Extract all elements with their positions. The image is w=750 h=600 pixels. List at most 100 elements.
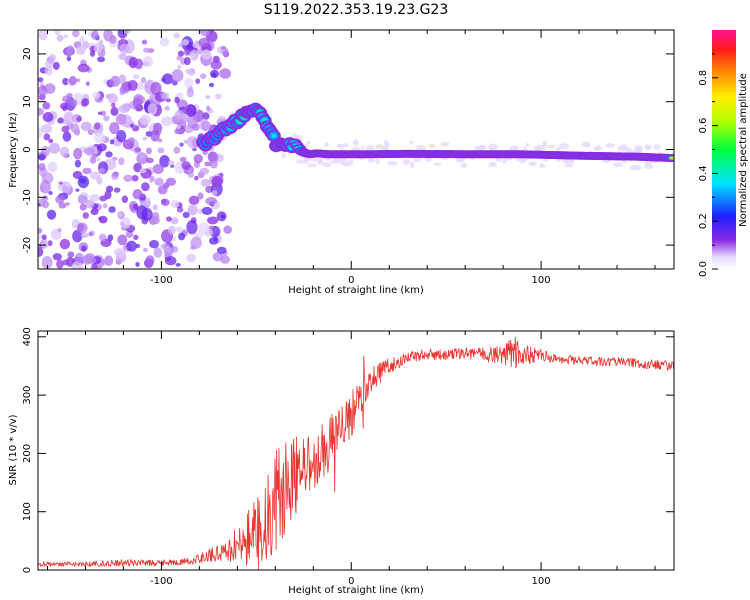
noise-blob	[201, 49, 212, 60]
noise-blob	[178, 232, 186, 241]
x-tick-label: 0	[348, 576, 354, 587]
noise-blob	[198, 208, 203, 214]
noise-blob	[104, 255, 114, 267]
noise-blob	[38, 30, 48, 41]
noise-blob	[183, 57, 191, 66]
noise-blob	[157, 185, 168, 195]
y-tick-label: 100	[22, 502, 33, 521]
noise-blob	[187, 204, 198, 216]
noise-blob	[44, 60, 54, 68]
noise-blob	[74, 252, 84, 264]
noise-blob	[209, 69, 219, 79]
noise-blob	[167, 225, 176, 235]
noise-blob	[140, 77, 146, 84]
noise-blob	[149, 239, 160, 249]
noise-blob	[525, 143, 530, 147]
noise-blob	[105, 151, 113, 158]
noise-blob	[182, 211, 190, 219]
noise-blob	[629, 165, 637, 171]
noise-blob	[479, 144, 487, 151]
noise-blob	[91, 153, 98, 159]
noise-blob	[538, 163, 546, 168]
noise-blob	[134, 58, 143, 70]
noise-blob	[223, 225, 232, 234]
noise-blob	[433, 162, 442, 166]
noise-blob	[80, 121, 92, 132]
noise-blob	[133, 234, 139, 241]
noise-blob	[188, 195, 200, 206]
noise-blob	[38, 153, 46, 161]
noise-blob	[322, 162, 332, 168]
noise-blob	[281, 152, 286, 159]
noise-blob	[81, 98, 90, 107]
noise-blob	[42, 111, 54, 123]
colorbar-tick-label: 0.0	[698, 261, 709, 277]
noise-blob	[141, 182, 150, 192]
noise-blob	[139, 168, 147, 174]
noise-blob	[125, 231, 134, 238]
colorbar-tick-label: 0.6	[698, 118, 709, 134]
noise-blob	[528, 161, 534, 165]
noise-blob	[173, 32, 181, 39]
x-tick-label: 100	[532, 275, 551, 286]
noise-blob	[63, 111, 75, 125]
noise-blob	[139, 151, 146, 159]
noise-blob	[90, 207, 99, 216]
noise-blob	[118, 74, 127, 84]
noise-blob	[127, 79, 138, 91]
noise-blob	[94, 122, 101, 130]
noise-blob	[542, 140, 547, 147]
noise-blob	[179, 142, 184, 147]
noise-blob	[110, 75, 121, 87]
noise-blob	[54, 30, 61, 36]
noise-blob	[207, 216, 219, 225]
noise-blob	[212, 251, 224, 262]
noise-blob	[71, 261, 84, 269]
noise-blob	[559, 143, 570, 150]
noise-blob	[109, 139, 115, 145]
noise-blob	[643, 163, 654, 170]
noise-blob	[126, 240, 137, 252]
noise-blob	[216, 246, 227, 254]
noise-blob	[189, 51, 196, 59]
snr-series-line	[38, 336, 674, 570]
noise-blob	[186, 88, 195, 98]
noise-blob	[96, 157, 101, 162]
noise-blob	[121, 195, 129, 204]
y-tick-label: -20	[22, 237, 33, 253]
noise-blob	[85, 81, 90, 87]
noise-blob	[360, 146, 365, 150]
noise-blob	[62, 105, 68, 112]
noise-blob	[117, 234, 128, 246]
noise-blob	[38, 234, 42, 240]
noise-blob	[192, 123, 200, 131]
noise-blob	[375, 144, 384, 150]
x-tick-label: 0	[348, 275, 354, 286]
noise-blob	[117, 212, 123, 218]
noise-blob	[118, 157, 125, 166]
noise-blob	[192, 41, 200, 49]
x-tick-label: 100	[532, 576, 551, 587]
noise-blob	[211, 189, 218, 196]
noise-blob	[98, 233, 107, 242]
noise-blob	[118, 104, 130, 114]
noise-blob	[199, 167, 210, 175]
noise-blob	[176, 55, 182, 61]
noise-blob	[365, 144, 375, 151]
noise-blob	[145, 255, 155, 266]
noise-blob	[80, 232, 89, 239]
noise-blob	[154, 177, 164, 186]
noise-blob	[94, 132, 106, 144]
noise-blob	[75, 78, 81, 83]
noise-blob	[174, 96, 180, 104]
noise-blob	[55, 195, 65, 204]
noise-blob	[58, 181, 63, 185]
noise-blob	[338, 157, 348, 165]
noise-blob	[207, 151, 217, 162]
noise-blob	[58, 202, 67, 209]
spectrogram-y-axis-label: Frequency (Hz)	[8, 112, 19, 188]
noise-blob	[644, 144, 653, 151]
noise-blob	[175, 262, 181, 267]
noise-blob	[173, 146, 181, 154]
noise-blob	[367, 158, 376, 163]
